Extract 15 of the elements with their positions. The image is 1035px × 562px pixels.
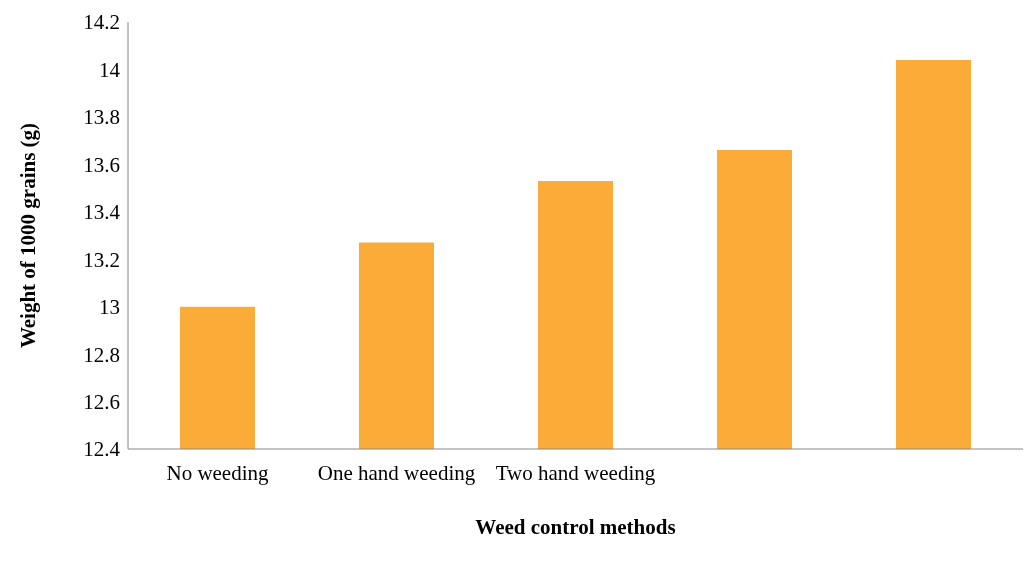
y-tick-label: 13.6 [83,152,120,177]
y-tick-label: 14.2 [83,10,120,35]
y-axis-title: Weight of 1000 grains (g) [16,122,41,349]
y-tick-label: 12.4 [83,437,121,462]
y-tick-label: 13 [99,295,120,320]
y-tick-label: 13.8 [83,105,120,130]
x-axis-title: Weed control methods [475,515,676,539]
y-tick-label: 13.4 [83,200,121,225]
x-tick-label: One hand weeding [317,460,476,485]
y-tick-label: 13.2 [83,247,120,272]
y-tick-label: 12.6 [83,390,120,415]
x-tick-label: No weeding [166,460,270,485]
y-tick-label: 14 [99,57,121,82]
x-tick-label: Two hand weeding [495,460,656,485]
y-tick-label: 12.8 [83,342,120,367]
